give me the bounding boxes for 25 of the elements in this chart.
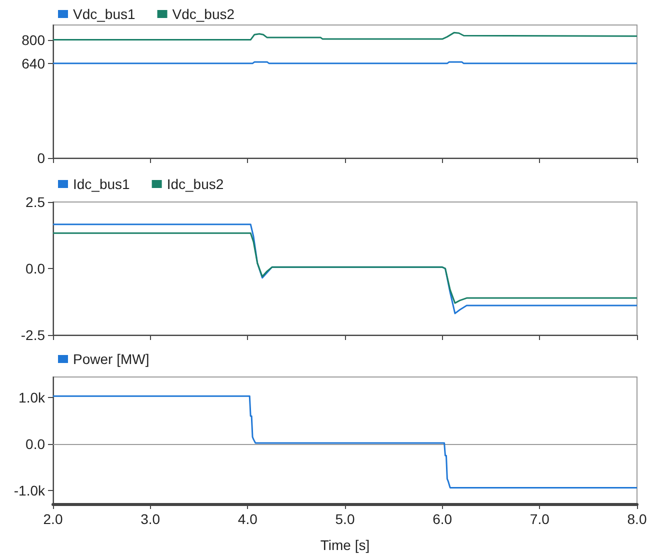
x-tick-label: 3.0 [140,511,160,527]
x-tick-label: 6.0 [432,511,452,527]
y-tick-label: 0 [37,150,46,166]
y-tick-label: -1.0k [14,482,46,499]
y-tick-label: 1.0k [18,389,46,406]
y-tick-label: 800 [22,32,46,48]
y-tick-label: 2.5 [26,194,46,210]
x-tick-label: 7.0 [530,511,550,527]
legend-label: Idc_bus1 [73,176,130,192]
legend-label: Power [MW] [73,351,150,367]
y-tick-label: -2.5 [20,327,46,343]
legend-label: Vdc_bus2 [172,6,235,22]
x-tick-label: 5.0 [335,511,355,527]
x-tick-label: 8.0 [627,511,647,527]
line-series [52,232,638,304]
line-series [52,395,638,488]
y-tick-label: 0.0 [26,436,46,452]
line-series [52,32,638,41]
y-tick-label: 0.0 [26,260,46,276]
x-tick-label: 2.0 [43,511,63,527]
y-tick-label: 640 [22,55,46,72]
legend-label: Vdc_bus1 [73,6,136,22]
legend-label: Idc_bus2 [166,176,224,192]
x-tick-label: 4.0 [238,511,258,527]
x-axis-title: Time [s] [320,537,370,553]
